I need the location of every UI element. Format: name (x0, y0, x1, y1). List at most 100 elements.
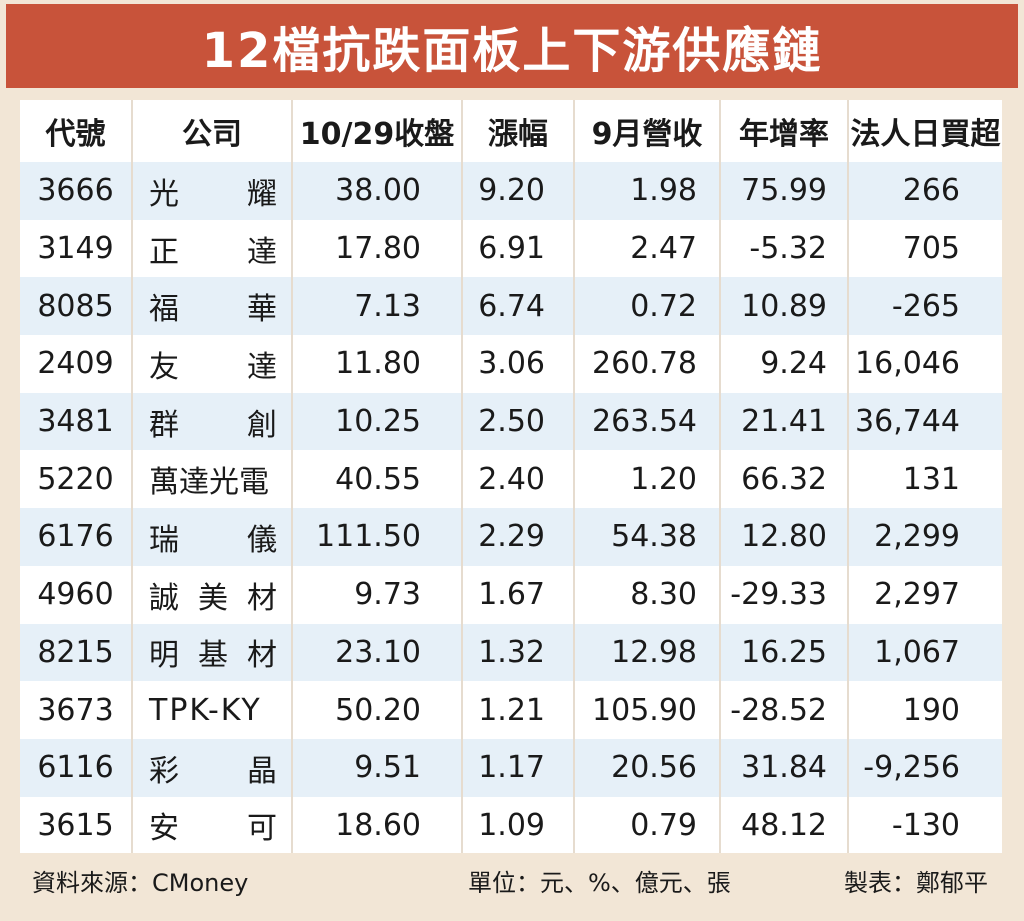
cell-institutional: -9,256 (847, 738, 1002, 797)
cell-revenue: 12.98 (573, 623, 720, 682)
cell-close: 18.60 (291, 796, 462, 855)
cell-close: 9.73 (291, 565, 462, 624)
cell-company: TPK-KY (131, 681, 292, 739)
company-name: 正達 (149, 234, 277, 270)
cell-yoy: -28.52 (719, 681, 848, 739)
cell-close: 7.13 (291, 277, 462, 336)
cell-code: 3666 (20, 162, 132, 220)
cell-change: 1.32 (461, 623, 574, 682)
cell-institutional: 36,744 (847, 392, 1002, 451)
cell-company: 福華 (131, 277, 292, 336)
cell-change: 1.17 (461, 738, 574, 797)
company-name: 誠美材 (149, 580, 277, 616)
cell-institutional: 1,067 (847, 623, 1002, 682)
footer: 資料來源：CMoney 單位：元、%、億元、張 製表：鄭郁平 (20, 853, 1002, 903)
cell-company: 群創 (131, 392, 292, 451)
cell-yoy: 75.99 (719, 162, 848, 220)
cell-code: 2409 (20, 335, 132, 393)
cell-company: 正達 (131, 219, 292, 278)
cell-change: 6.91 (461, 219, 574, 278)
cell-company: 安可 (131, 796, 292, 855)
cell-change: 1.67 (461, 565, 574, 624)
cell-yoy: 31.84 (719, 738, 848, 797)
cell-yoy: 9.24 (719, 335, 848, 393)
cell-code: 3673 (20, 681, 132, 739)
cell-code: 3615 (20, 796, 132, 855)
cell-yoy: -29.33 (719, 565, 848, 624)
cell-company: 瑞儀 (131, 508, 292, 566)
cell-code: 8085 (20, 277, 132, 336)
table-row: 8215 明基材 23.10 1.32 12.98 16.25 1,067 (20, 623, 1002, 682)
cell-institutional: 190 (847, 681, 1002, 739)
cell-code: 6176 (20, 508, 132, 566)
cell-revenue: 0.79 (573, 796, 720, 855)
cell-institutional: 705 (847, 219, 1002, 278)
supply-chain-table: 代號 公司 10/29收盤 漲幅 9月營收 年增率 法人日買超 3666 光耀 38… (20, 100, 1002, 855)
header-yoy: 年增率 (719, 100, 848, 162)
title-bar: 12檔抗跌面板上下游供應鏈 (6, 4, 1018, 88)
cell-change: 3.06 (461, 335, 574, 393)
company-name: 群創 (149, 407, 277, 443)
cell-company: 彩晶 (131, 738, 292, 797)
table-row: 3666 光耀 38.00 9.20 1.98 75.99 266 (20, 162, 1002, 220)
cell-code: 4960 (20, 565, 132, 624)
cell-yoy: 12.80 (719, 508, 848, 566)
cell-code: 5220 (20, 450, 132, 509)
table-row: 2409 友達 11.80 3.06 260.78 9.24 16,046 (20, 335, 1002, 393)
cell-revenue: 2.47 (573, 219, 720, 278)
cell-code: 3481 (20, 392, 132, 451)
header-revenue: 9月營收 (573, 100, 720, 162)
cell-company: 明基材 (131, 623, 292, 682)
cell-yoy: -5.32 (719, 219, 848, 278)
cell-revenue: 263.54 (573, 392, 720, 451)
cell-change: 2.29 (461, 508, 574, 566)
cell-revenue: 8.30 (573, 565, 720, 624)
cell-close: 23.10 (291, 623, 462, 682)
company-name: 彩晶 (149, 753, 277, 789)
company-name: 福華 (149, 292, 277, 328)
page-title: 12檔抗跌面板上下游供應鏈 (201, 23, 823, 79)
cell-institutional: 266 (847, 162, 1002, 220)
footer-maker: 製表：鄭郁平 (844, 869, 988, 897)
table-row: 3615 安可 18.60 1.09 0.79 48.12 -130 (20, 796, 1002, 855)
table-body: 3666 光耀 38.00 9.20 1.98 75.99 266 3149 正達 17.80 6.… (20, 162, 1002, 855)
cell-change: 1.21 (461, 681, 574, 739)
header-company: 公司 (131, 100, 292, 162)
header-close: 10/29收盤 (291, 100, 462, 162)
cell-company: 誠美材 (131, 565, 292, 624)
cell-change: 2.40 (461, 450, 574, 509)
cell-revenue: 1.20 (573, 450, 720, 509)
cell-close: 50.20 (291, 681, 462, 739)
company-name: 瑞儀 (149, 522, 277, 558)
table-header-row: 代號 公司 10/29收盤 漲幅 9月營收 年增率 法人日買超 (20, 100, 1002, 162)
cell-change: 6.74 (461, 277, 574, 336)
cell-close: 111.50 (291, 508, 462, 566)
cell-change: 1.09 (461, 796, 574, 855)
cell-yoy: 10.89 (719, 277, 848, 336)
cell-revenue: 105.90 (573, 681, 720, 739)
cell-institutional: 131 (847, 450, 1002, 509)
footer-source: 資料來源：CMoney (32, 869, 249, 897)
cell-code: 6116 (20, 738, 132, 797)
company-name: 光耀 (149, 176, 277, 212)
cell-close: 40.55 (291, 450, 462, 509)
cell-company: 友達 (131, 335, 292, 393)
cell-code: 8215 (20, 623, 132, 682)
company-name: 安可 (149, 811, 277, 847)
cell-close: 10.25 (291, 392, 462, 451)
cell-revenue: 20.56 (573, 738, 720, 797)
cell-institutional: 2,299 (847, 508, 1002, 566)
company-name: 友達 (149, 349, 277, 385)
cell-code: 3149 (20, 219, 132, 278)
cell-change: 2.50 (461, 392, 574, 451)
cell-close: 17.80 (291, 219, 462, 278)
cell-company: 光耀 (131, 162, 292, 220)
header-institutional: 法人日買超 (847, 100, 1002, 162)
footer-unit: 單位：元、%、億元、張 (468, 869, 731, 897)
company-name: 明基材 (149, 638, 277, 674)
table-row: 5220 萬達光電 40.55 2.40 1.20 66.32 131 (20, 450, 1002, 509)
table-row: 3481 群創 10.25 2.50 263.54 21.41 36,744 (20, 392, 1002, 451)
cell-change: 9.20 (461, 162, 574, 220)
table-row: 6116 彩晶 9.51 1.17 20.56 31.84 -9,256 (20, 738, 1002, 797)
